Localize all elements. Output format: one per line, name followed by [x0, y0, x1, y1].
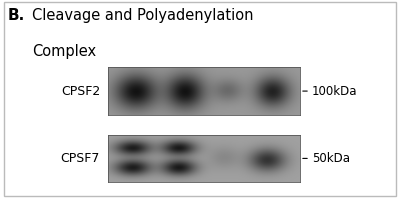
Text: B.: B.: [8, 8, 25, 23]
Text: 100kDa: 100kDa: [312, 85, 358, 98]
Text: Cleavage and Polyadenylation: Cleavage and Polyadenylation: [32, 8, 254, 23]
Text: CPSF7: CPSF7: [61, 152, 100, 165]
FancyBboxPatch shape: [4, 2, 396, 196]
Text: CPSF2: CPSF2: [61, 85, 100, 98]
Text: Complex: Complex: [32, 44, 96, 59]
Text: 50kDa: 50kDa: [312, 152, 350, 165]
